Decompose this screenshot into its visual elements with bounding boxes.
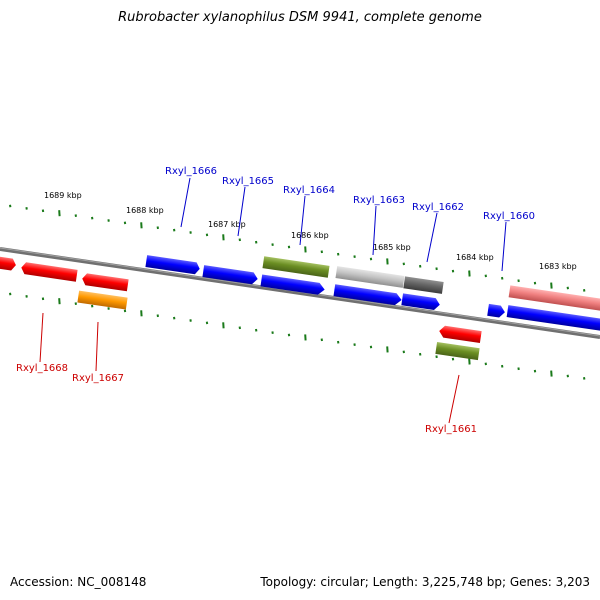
gene-label[interactable]: Rxyl_1668: [16, 363, 68, 374]
gene-label[interactable]: Rxyl_1661: [425, 424, 477, 435]
gene-feature[interactable]: [0, 256, 17, 271]
kbp-label: 1689 kbp: [44, 191, 82, 200]
gene-feature[interactable]: [77, 290, 128, 310]
kbp-label: 1687 kbp: [208, 220, 246, 229]
accession-text: Accession: NC_008148: [10, 575, 147, 589]
gene-feature[interactable]: [438, 325, 482, 343]
gene-leader-lines: [39, 177, 507, 424]
gene-features: [0, 255, 600, 361]
gene-feature[interactable]: [335, 266, 405, 288]
page-title: Rubrobacter xylanophilus DSM 9941, compl…: [118, 10, 482, 25]
kbp-label: 1686 kbp: [291, 231, 329, 240]
kbp-label: 1684 kbp: [456, 253, 494, 262]
gene-feature[interactable]: [262, 256, 330, 278]
gene-label[interactable]: Rxyl_1663: [353, 195, 405, 206]
gene-label[interactable]: Rxyl_1667: [72, 373, 124, 384]
gene-feature[interactable]: [20, 262, 78, 282]
kbp-label: 1683 kbp: [539, 262, 577, 271]
gene-label[interactable]: Rxyl_1662: [412, 202, 464, 213]
gene-feature[interactable]: [403, 276, 444, 294]
gene-feature[interactable]: [333, 284, 402, 306]
gene-label[interactable]: Rxyl_1660: [483, 211, 535, 222]
gene-feature[interactable]: [487, 303, 506, 318]
gene-feature[interactable]: [145, 255, 200, 275]
scale-ticks-inner: [9, 292, 586, 380]
gene-feature[interactable]: [81, 273, 129, 292]
gene-feature[interactable]: [260, 274, 325, 295]
kbp-labels: 1689 kbp 1688 kbp 1687 kbp 1686 kbp 1685…: [44, 191, 577, 271]
gene-feature[interactable]: [401, 293, 440, 310]
genome-summary-text: Topology: circular; Length: 3,225,748 bp…: [260, 575, 590, 589]
gene-label[interactable]: Rxyl_1664: [283, 185, 335, 196]
gene-label[interactable]: Rxyl_1666: [165, 166, 217, 177]
kbp-label: 1688 kbp: [126, 206, 164, 215]
gene-feature[interactable]: [202, 265, 258, 285]
gene-labels: Rxyl_1666 Rxyl_1665 Rxyl_1664 Rxyl_1663 …: [16, 166, 535, 435]
scale-ticks-outer: [9, 204, 586, 292]
gene-feature[interactable]: [506, 305, 600, 332]
kbp-label: 1685 kbp: [373, 243, 411, 252]
gene-feature[interactable]: [435, 342, 480, 361]
gene-feature[interactable]: [508, 285, 600, 311]
gene-label[interactable]: Rxyl_1665: [222, 176, 274, 187]
